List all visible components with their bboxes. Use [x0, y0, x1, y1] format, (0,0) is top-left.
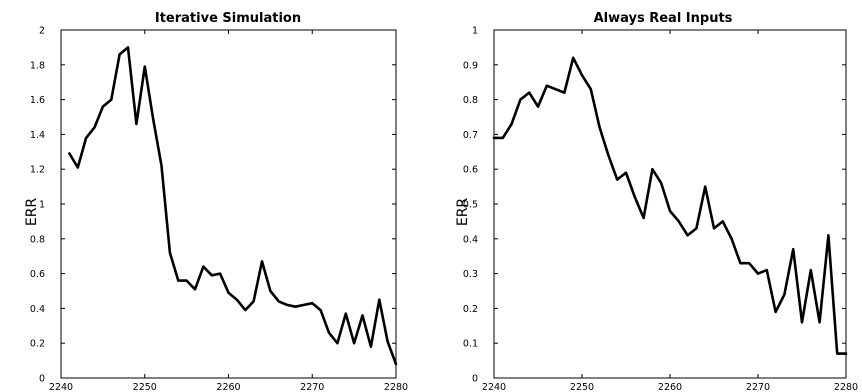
panel-always-real-inputs: Always Real Inputs ERR 0 0.1 0.2 0.3 0.4 0.5 0…: [455, 11, 858, 392]
panel-title: Always Real Inputs: [594, 11, 733, 26]
x-tick-label: 2250: [570, 382, 594, 392]
series-line: [492, 56, 848, 355]
axes-box: [493, 29, 847, 379]
panel-iterative-simulation: Iterative Simulation ERR 0 0.2 0.4 0.6 0.8 1 1…: [24, 11, 408, 392]
x-tick-label: 2240: [49, 382, 73, 392]
y-tick-label: 2: [39, 26, 45, 37]
y-tick-label: 0: [39, 374, 45, 385]
y-tick-label: 1.6: [30, 95, 45, 106]
y-tick-label: 1.4: [30, 130, 45, 141]
y-tick-label: 0.8: [463, 95, 478, 106]
x-tick-label: 2260: [216, 382, 240, 392]
y-tick-label: 1: [39, 200, 45, 211]
y-tick-label: 0.6: [463, 165, 478, 176]
y-tick-label: 0.8: [30, 234, 45, 245]
panel-title: Iterative Simulation: [155, 11, 301, 26]
y-tick-label: 0.4: [463, 234, 478, 245]
x-tick-label: 2250: [133, 382, 157, 392]
series-line: [68, 46, 398, 366]
x-tick-label: 2260: [658, 382, 682, 392]
y-tick-label: 0.2: [30, 339, 45, 350]
x-tick-label: 2270: [746, 382, 770, 392]
x-tick-label: 2280: [834, 382, 858, 392]
y-tick-label: 0.9: [463, 60, 478, 71]
y-tick-label: 0.5: [463, 200, 478, 211]
y-axis-label: ERR: [24, 198, 40, 227]
y-tick-label: 1: [472, 26, 478, 37]
y-tick-label: 1.2: [30, 165, 45, 176]
axes-box: [60, 29, 397, 379]
x-tick-label: 2270: [300, 382, 324, 392]
y-tick-label: 0.3: [463, 269, 478, 280]
x-tick-label: 2280: [384, 382, 408, 392]
y-tick-label: 0.4: [30, 304, 45, 315]
y-tick-label: 0.2: [463, 304, 478, 315]
y-tick-label: 1.8: [30, 60, 45, 71]
y-tick-label: 0.6: [30, 269, 45, 280]
x-tick-label: 2240: [482, 382, 506, 392]
y-tick-label: 0.1: [463, 339, 478, 350]
y-tick-label: 0: [472, 374, 478, 385]
y-tick-label: 0.7: [463, 130, 478, 141]
y-axis-label: ERR: [455, 198, 471, 227]
